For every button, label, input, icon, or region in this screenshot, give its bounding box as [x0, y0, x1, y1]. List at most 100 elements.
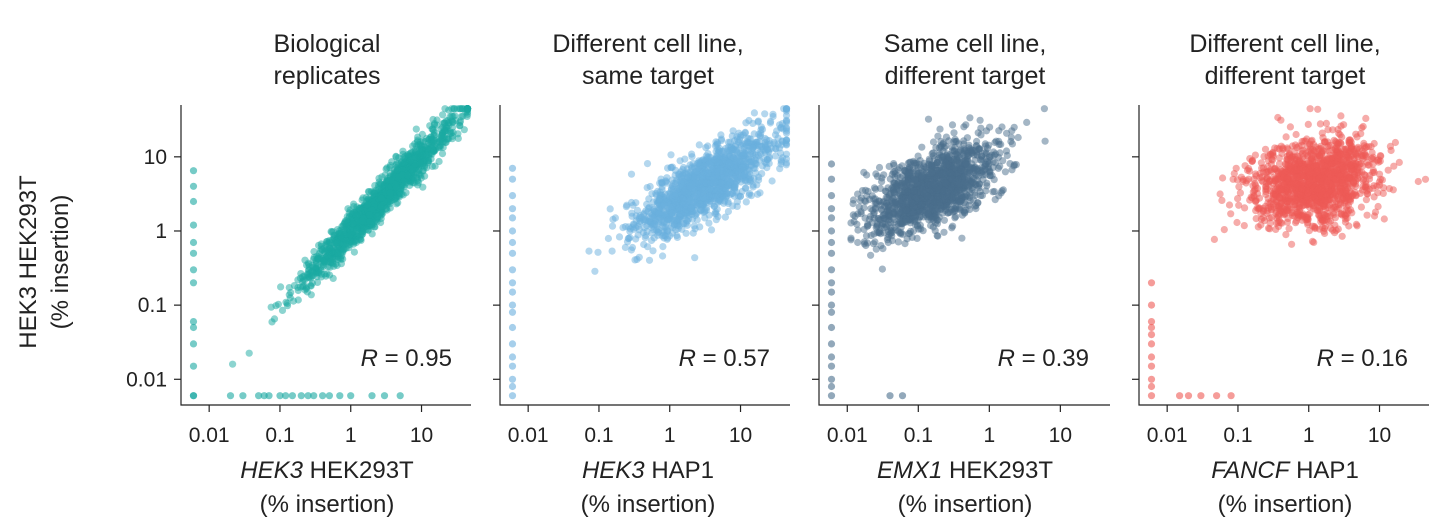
panel-2-point — [667, 151, 675, 159]
panel-3-point — [948, 175, 956, 183]
panel-2-point — [755, 176, 763, 184]
panel-3-point — [862, 241, 870, 250]
panel-3-point — [871, 238, 879, 246]
panel-4-point — [1391, 138, 1399, 147]
panel-2-point — [643, 160, 652, 168]
panel-2-point — [660, 201, 668, 209]
panel-2-point — [738, 142, 746, 150]
panel-2-point — [645, 256, 654, 264]
panel-1-point — [317, 254, 325, 262]
panel-1-point — [443, 135, 451, 143]
panel-1-point — [460, 126, 468, 134]
panel-2-point — [591, 267, 599, 275]
panel-2-point — [761, 110, 769, 118]
panel-3-point — [938, 159, 946, 167]
panel-2-point — [664, 164, 672, 172]
panel-3-point — [938, 170, 946, 178]
panel-2-point — [615, 233, 624, 241]
panel-2-point — [621, 223, 630, 231]
panel-3-edge-point — [827, 238, 836, 247]
panel-1-point — [362, 225, 370, 233]
panel-2-point — [754, 117, 763, 125]
panel-2-point — [728, 132, 736, 140]
panel-3-point — [936, 125, 944, 133]
panel-3-point — [945, 137, 953, 145]
panel-3-point — [894, 238, 903, 246]
panel-2-point — [724, 181, 732, 189]
panel-1-point — [312, 260, 320, 268]
panel-3-xlabel-line-2: (% insertion) — [898, 491, 1033, 518]
panel-2-edge-point — [508, 214, 517, 222]
panel-2-edge-point — [508, 288, 517, 296]
panel-1-point — [412, 125, 420, 133]
panel-1-xtick-label: 0.1 — [265, 424, 294, 447]
panel-1-point — [392, 152, 400, 160]
panel-3-edge-point — [827, 382, 836, 391]
panel-4-point — [1378, 176, 1386, 184]
panel-1-point — [436, 141, 445, 150]
panel-3-point — [890, 188, 899, 196]
panel-3-point — [899, 230, 907, 238]
panel-2-title-line-2: same target — [582, 62, 714, 90]
panel-4-point — [1335, 129, 1343, 137]
panel-2-point — [585, 247, 593, 255]
panel-3-point — [997, 189, 1005, 197]
panel-2-point — [736, 192, 745, 200]
panel-3-point — [870, 184, 879, 192]
panel-2-point — [689, 229, 697, 237]
panel-2-point — [717, 131, 725, 139]
panel-1-point — [438, 150, 447, 158]
panel-1-axes — [180, 105, 471, 406]
panel-3-point — [952, 213, 960, 221]
panel-1-xtick-label: 1 — [345, 424, 357, 447]
panel-2-point — [632, 212, 640, 220]
panel-3-point — [854, 238, 862, 247]
panel-2-point — [708, 165, 716, 173]
panel-3-edge-point — [827, 227, 836, 235]
panel-3-point — [862, 186, 870, 194]
panel-3-point — [901, 240, 909, 248]
panel-1-point — [400, 154, 408, 162]
panel-1-point — [394, 160, 402, 168]
panel-2-point — [724, 198, 732, 206]
panel-3-point — [867, 251, 875, 259]
panel-4-point — [1304, 120, 1312, 128]
panel-3-r-value: R = 0.39 — [998, 345, 1089, 372]
panel-2-point — [754, 190, 762, 198]
panel-1-point — [270, 315, 279, 323]
panel-1-point — [278, 306, 287, 314]
panel-3-point — [868, 192, 876, 200]
panel-2-edge-point — [508, 192, 517, 200]
panel-1-point — [325, 237, 333, 245]
panel-2-point — [757, 123, 766, 131]
panel-3-point — [884, 238, 892, 247]
panel-3-point — [934, 232, 942, 240]
panel-2-edge-point — [508, 382, 517, 391]
panel-2-xtick-label: 0.1 — [584, 424, 613, 447]
panel-3-edge-point — [827, 160, 836, 168]
panel-1-point — [435, 135, 443, 143]
panel-1-floor-point — [336, 392, 344, 400]
panel-3-point — [950, 129, 958, 137]
panel-2-point — [707, 226, 716, 234]
panel-2-point — [655, 210, 663, 218]
panel-1-point — [313, 273, 321, 281]
panel-3-point — [974, 129, 982, 137]
panel-1-edge-point — [189, 279, 198, 287]
panel-3-point — [908, 199, 916, 207]
panel-2-point — [713, 205, 721, 213]
panel-1-point — [386, 204, 394, 212]
panel-3-point — [918, 143, 926, 151]
panel-1-xtick-label: 0.01 — [189, 424, 230, 447]
panel-3-edge-point — [827, 353, 836, 361]
panel-1-point — [363, 201, 372, 209]
panel-2-edge-point — [508, 340, 517, 348]
panel-1-point — [303, 273, 311, 281]
panel-2-r-value: R = 0.57 — [679, 345, 770, 372]
panel-1-point — [439, 111, 447, 119]
panel-2-point — [712, 216, 720, 224]
panel-3-point — [966, 145, 975, 153]
panel-1-point — [425, 157, 433, 165]
panel-3-point — [928, 169, 936, 177]
panel-1-floor-point — [347, 392, 355, 400]
